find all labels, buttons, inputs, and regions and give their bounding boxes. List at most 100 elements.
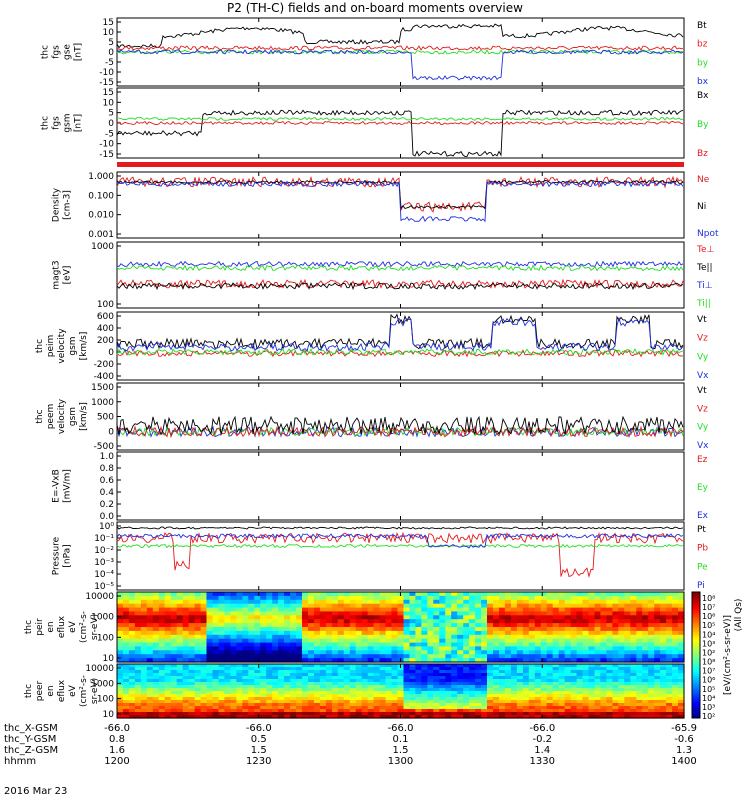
spectrogram-cell [290,706,297,710]
spectrogram-cell [504,607,512,613]
spectrogram-cell [331,691,339,695]
spectrogram-cell [546,638,554,644]
y-axis-label: [eV] [63,266,73,285]
spectrogram-cell [648,619,655,624]
spectrogram-cell [134,650,142,655]
spectrogram-cell [630,634,637,640]
spectrogram-cell [403,676,411,680]
spectrogram-cell [230,615,237,620]
spectrogram-cell [319,607,327,613]
spectrogram-cell [666,611,673,616]
spectrogram-cell [224,630,231,636]
spectrogram-cell [325,603,333,609]
spectrogram-cell [552,646,560,651]
spectrogram-cell [242,703,249,707]
spectrogram-cell [128,703,136,707]
spectrogram-cell [540,599,548,605]
spectrogram-cell [242,679,249,683]
spectrogram-cell [367,664,375,668]
spectrogram-cell [463,712,470,716]
spectrogram-cell [642,679,649,683]
spectrogram-cell [361,592,369,597]
spectrogram-cell [666,599,673,605]
spectrogram-cell [361,670,369,674]
spectrogram-cell [427,664,434,668]
spectrogram-cell [367,685,375,689]
spectrogram-cell [308,709,315,713]
spectrogram-cell [642,715,649,719]
spectrogram-cell [331,670,339,674]
spectrogram-cell [325,688,333,692]
spectrogram-cell [439,599,446,605]
spectrogram-cell [612,688,619,692]
spectrogram-cell [403,679,411,683]
spectrogram-cell [510,599,518,605]
spectrogram-cell [337,673,345,677]
spectrogram-cell [528,709,536,713]
spectrogram-cell [654,654,661,659]
spectrogram-cell [582,650,590,655]
spectrogram-cell [123,599,130,605]
spectrogram-cell [481,709,488,713]
spectrogram-cell [678,706,685,710]
spectrogram-cell [200,619,208,624]
spectrogram-cell [128,638,136,644]
spectrogram-cell [349,685,357,689]
spectrogram-cell [403,703,411,707]
spectrogram-cell [123,706,130,710]
spectrogram-cell [522,630,530,636]
spectrogram-cell [600,595,607,601]
spectrogram-cell [427,712,434,716]
spectrogram-cell [123,654,130,659]
spectrogram-cell [451,603,458,609]
spectrogram-cell [230,634,237,640]
spectrogram-cell [457,703,464,707]
spectrogram-cell [570,712,578,716]
colorbar-cell [692,650,700,654]
spectrogram-cell [266,654,273,659]
spectrogram-cell [355,673,363,677]
spectrogram-cell [355,703,363,707]
spectrogram-cell [672,646,679,651]
spectrogram-cell [325,697,333,701]
series-line-By [117,116,684,121]
spectrogram-cell [379,615,387,620]
spectrogram-cell [218,691,226,695]
spectrogram-cell [337,664,345,668]
spectrogram-cell [576,595,584,601]
spectrogram-cell [385,712,393,716]
spectrogram-cell [397,712,405,716]
spectrogram-cell [236,673,243,677]
spectrogram-cell [134,685,142,689]
spectrogram-cell [385,627,393,632]
spectrogram-cell [182,607,190,613]
spectrogram-cell [391,607,399,613]
spectrogram-cell [123,642,130,648]
spectrogram-cell [415,634,422,640]
spectrogram-cell [457,706,464,710]
spectrogram-cell [612,650,619,655]
spectrogram-cell [493,676,500,680]
spectrogram-cell [224,715,231,719]
spectrogram-cell [487,595,494,601]
spectrogram-cell [158,691,166,695]
spectrogram-cell [134,619,142,624]
spectrogram-cell [314,615,321,620]
spectrogram-cell [427,709,434,713]
spectrogram-cell [433,673,440,677]
spectrogram-cell [582,642,590,648]
spectrogram-cell [516,654,524,659]
spectrogram-cell [516,715,524,719]
spectrogram-cell [343,676,351,680]
spectrogram-cell [445,592,452,597]
y-tick-label: -10 [99,68,114,78]
y-axis-label: E=-VxB [52,469,62,503]
spectrogram-cell [481,667,488,671]
spectrogram-cell [236,679,243,683]
spectrogram-cell [654,623,661,628]
spectrogram-cell [564,650,572,655]
spectrogram-cell [528,646,536,651]
spectrogram-cell [373,638,381,644]
spectrogram-cell [176,607,184,613]
spectrogram-cell [134,670,142,674]
